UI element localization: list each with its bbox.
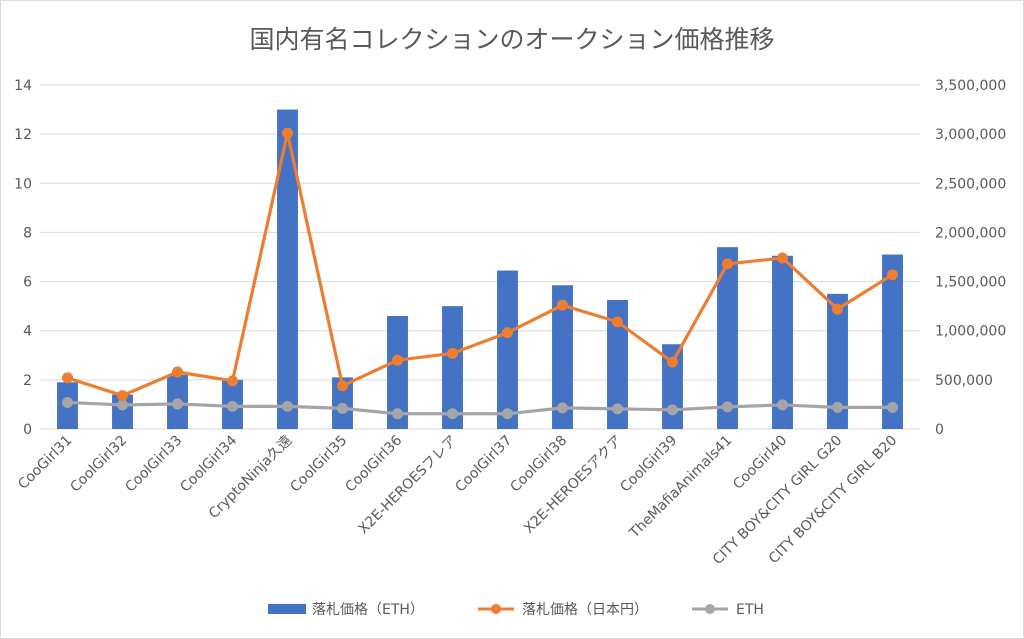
data-point bbox=[612, 403, 623, 415]
left-tick-label: 0 bbox=[23, 422, 32, 438]
data-point bbox=[117, 390, 128, 402]
data-point bbox=[227, 400, 238, 412]
data-point bbox=[282, 400, 293, 412]
chart-title: 国内有名コレクションのオークション価格推移 bbox=[249, 25, 775, 54]
right-tick-label: 0 bbox=[935, 422, 944, 438]
data-point bbox=[667, 356, 678, 368]
legend-label: 落札価格（ETH） bbox=[312, 602, 424, 618]
legend: 落札価格（ETH） 落札価格（日本円） ETH bbox=[268, 602, 764, 618]
bar bbox=[552, 285, 573, 429]
data-point bbox=[62, 396, 73, 408]
right-tick-label: 2,000,000 bbox=[935, 225, 1006, 241]
left-tick-label: 4 bbox=[23, 324, 32, 340]
data-point bbox=[392, 354, 403, 366]
bar bbox=[387, 315, 408, 429]
series-line bbox=[67, 400, 893, 416]
data-point bbox=[722, 258, 733, 270]
left-axis: 0 2 4 6 8 10 12 14 bbox=[14, 78, 32, 438]
right-tick-label: 500,000 bbox=[935, 373, 993, 389]
data-point bbox=[227, 375, 238, 387]
data-point bbox=[887, 401, 898, 413]
x-axis-labels: CooGirl31CoolGirl32CoolGirl33CoolGirl34C… bbox=[15, 432, 900, 568]
data-point bbox=[777, 252, 788, 264]
left-tick-label: 10 bbox=[14, 176, 32, 192]
data-point bbox=[887, 269, 898, 281]
x-tick-label: CoolGirl33 bbox=[122, 433, 185, 496]
data-point bbox=[502, 408, 513, 420]
x-tick-label: CoolGirl37 bbox=[452, 433, 515, 496]
legend-swatch bbox=[268, 604, 306, 614]
x-tick-label: CoolGirl35 bbox=[287, 433, 350, 496]
data-point bbox=[282, 127, 293, 139]
bar-series bbox=[57, 109, 903, 430]
right-axis: 0 500,000 1,000,000 1,500,000 2,000,000 2,500… bbox=[935, 78, 1006, 438]
bar bbox=[497, 270, 518, 429]
bar bbox=[882, 254, 903, 429]
x-tick-label: CooGirl31 bbox=[15, 433, 75, 493]
x-tick-label: CoolGirl32 bbox=[67, 433, 130, 496]
data-point bbox=[447, 347, 458, 359]
left-tick-label: 6 bbox=[23, 275, 32, 291]
left-tick-label: 14 bbox=[14, 78, 32, 94]
data-point bbox=[502, 327, 513, 339]
data-point bbox=[62, 372, 73, 384]
data-point bbox=[667, 404, 678, 416]
bar bbox=[717, 247, 738, 429]
x-tick-label: X2E-HEROESアクア bbox=[521, 433, 625, 537]
data-point bbox=[392, 408, 403, 420]
bar bbox=[277, 109, 298, 430]
data-point bbox=[777, 399, 788, 411]
left-tick-label: 2 bbox=[23, 373, 32, 389]
right-tick-label: 1,500,000 bbox=[935, 275, 1006, 291]
x-tick-label: TheMafiaAnimals41 bbox=[626, 433, 735, 542]
right-tick-label: 3,000,000 bbox=[935, 127, 1006, 143]
left-tick-label: 8 bbox=[23, 225, 32, 241]
legend-label: ETH bbox=[736, 602, 764, 618]
line-series bbox=[62, 127, 898, 420]
bar bbox=[662, 344, 683, 429]
right-tick-label: 2,500,000 bbox=[935, 176, 1006, 192]
left-tick-label: 12 bbox=[14, 127, 32, 143]
right-tick-label: 1,000,000 bbox=[935, 324, 1006, 340]
data-point bbox=[557, 299, 568, 311]
data-point bbox=[172, 398, 183, 410]
data-point bbox=[117, 399, 128, 411]
data-point bbox=[612, 316, 623, 328]
x-tick-label: CooGirl40 bbox=[730, 433, 790, 493]
legend-marker bbox=[705, 604, 715, 614]
bar bbox=[827, 293, 848, 429]
data-point bbox=[172, 366, 183, 378]
series-line bbox=[67, 131, 894, 398]
x-tick-label: X2E-HEROESフレア bbox=[355, 433, 460, 538]
data-point bbox=[337, 380, 348, 392]
legend-marker bbox=[491, 604, 501, 614]
data-point bbox=[557, 402, 568, 414]
data-point bbox=[832, 401, 843, 413]
data-point bbox=[722, 401, 733, 413]
data-point bbox=[337, 402, 348, 414]
bar bbox=[772, 255, 793, 429]
right-tick-label: 3,500,000 bbox=[935, 78, 1006, 94]
bar bbox=[442, 306, 463, 429]
data-point bbox=[447, 408, 458, 420]
data-point bbox=[832, 303, 843, 315]
bar bbox=[607, 300, 628, 429]
legend-label: 落札価格（日本円） bbox=[522, 602, 648, 618]
